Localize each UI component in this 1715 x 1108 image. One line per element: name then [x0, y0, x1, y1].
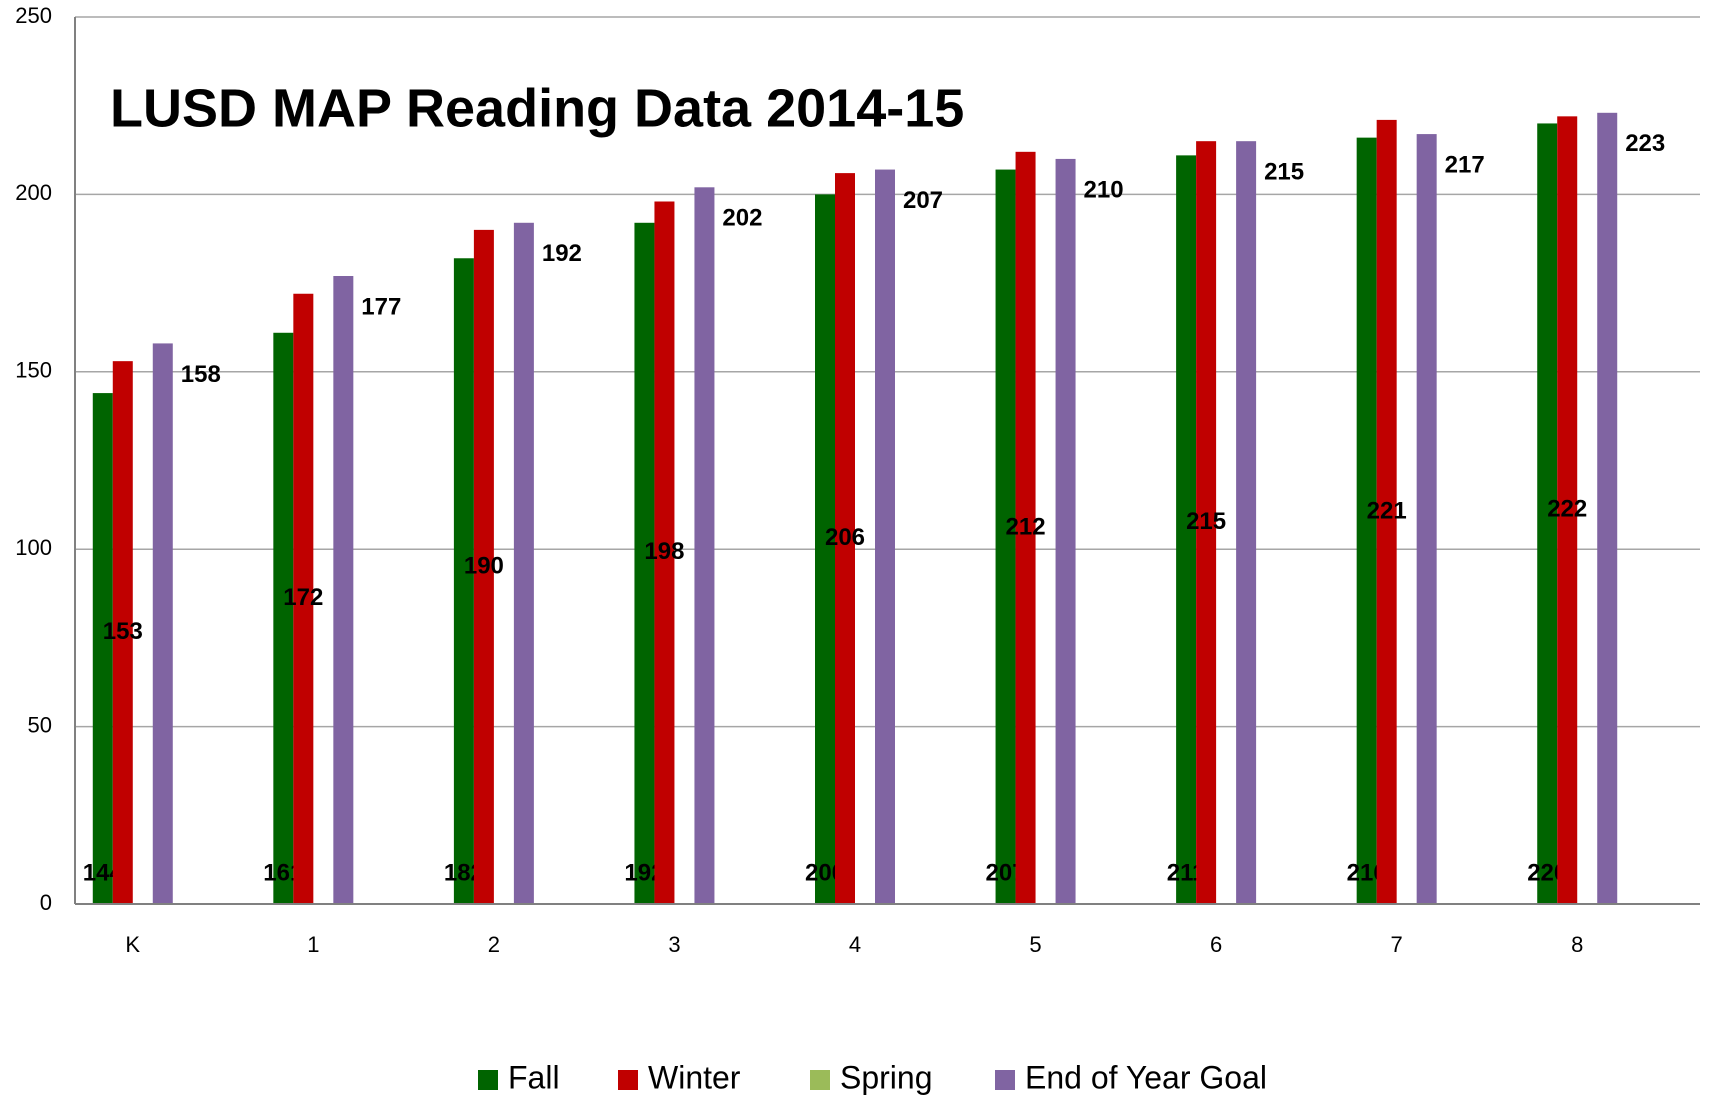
x-tick-label: 3: [668, 932, 680, 957]
bar: [1015, 151, 1036, 905]
data-label: 210: [1084, 176, 1124, 203]
data-label: 177: [361, 293, 401, 320]
data-label: 158: [181, 361, 221, 388]
legend-swatch: [995, 1070, 1015, 1090]
bar: [473, 229, 494, 904]
bar: [1376, 119, 1397, 905]
bar: [293, 293, 314, 904]
legend-swatch: [618, 1070, 638, 1090]
data-label: 207: [903, 187, 943, 214]
bar: [1196, 141, 1217, 904]
legend-label: Spring: [840, 1059, 933, 1095]
data-label: 223: [1625, 130, 1665, 157]
data-label: 215: [1264, 159, 1304, 186]
y-tick-label: 0: [40, 890, 52, 915]
bar: [875, 169, 895, 905]
x-tick-label: 1: [307, 932, 319, 957]
data-label: 190: [464, 552, 504, 579]
data-label: 217: [1445, 151, 1485, 178]
legend-label: Fall: [508, 1059, 560, 1095]
bar: [1055, 158, 1076, 905]
data-label: 212: [1006, 513, 1046, 540]
bar: [453, 258, 474, 904]
bar: [694, 187, 715, 904]
data-label: 153: [103, 618, 143, 645]
data-label: 198: [644, 538, 684, 565]
data-label: 206: [825, 524, 865, 551]
bar: [835, 173, 855, 904]
bar: [333, 276, 354, 904]
bar: [92, 393, 113, 904]
y-tick-label: 100: [15, 535, 52, 560]
x-tick-label: 8: [1571, 932, 1583, 957]
bar: [1537, 123, 1558, 904]
data-label: 202: [722, 205, 762, 232]
legend-swatch: [810, 1070, 830, 1090]
bar: [634, 222, 655, 904]
bar: [654, 201, 675, 905]
bar: [273, 332, 294, 905]
data-label: 221: [1367, 497, 1407, 524]
x-tick-label: K: [125, 932, 140, 957]
data-label: 222: [1547, 496, 1587, 523]
bar: [112, 361, 133, 904]
bar: [513, 222, 534, 904]
y-tick-label: 250: [15, 3, 52, 28]
y-tick-label: 200: [15, 180, 52, 205]
y-tick-label: 150: [15, 358, 52, 383]
legend-swatch: [478, 1070, 498, 1090]
x-tick-label: 5: [1029, 932, 1041, 957]
x-tick-label: 4: [849, 932, 861, 957]
data-label: 192: [542, 240, 582, 267]
bar: [152, 343, 173, 904]
bar: [1557, 116, 1578, 905]
data-label: 215: [1186, 508, 1226, 535]
bar: [815, 194, 835, 904]
bar: [1416, 134, 1437, 905]
legend-label: End of Year Goal: [1025, 1059, 1267, 1095]
legend-label: Winter: [648, 1059, 741, 1095]
bar: [1176, 155, 1197, 904]
bar: [1236, 141, 1257, 904]
x-tick-label: 2: [488, 932, 500, 957]
x-tick-label: 6: [1210, 932, 1222, 957]
y-tick-label: 50: [28, 712, 52, 737]
data-label: 172: [283, 584, 323, 611]
bar: [1597, 112, 1618, 904]
bar: [1356, 137, 1377, 904]
bar: [995, 169, 1016, 905]
chart-title: LUSD MAP Reading Data 2014-15: [110, 78, 964, 138]
x-tick-label: 7: [1391, 932, 1403, 957]
